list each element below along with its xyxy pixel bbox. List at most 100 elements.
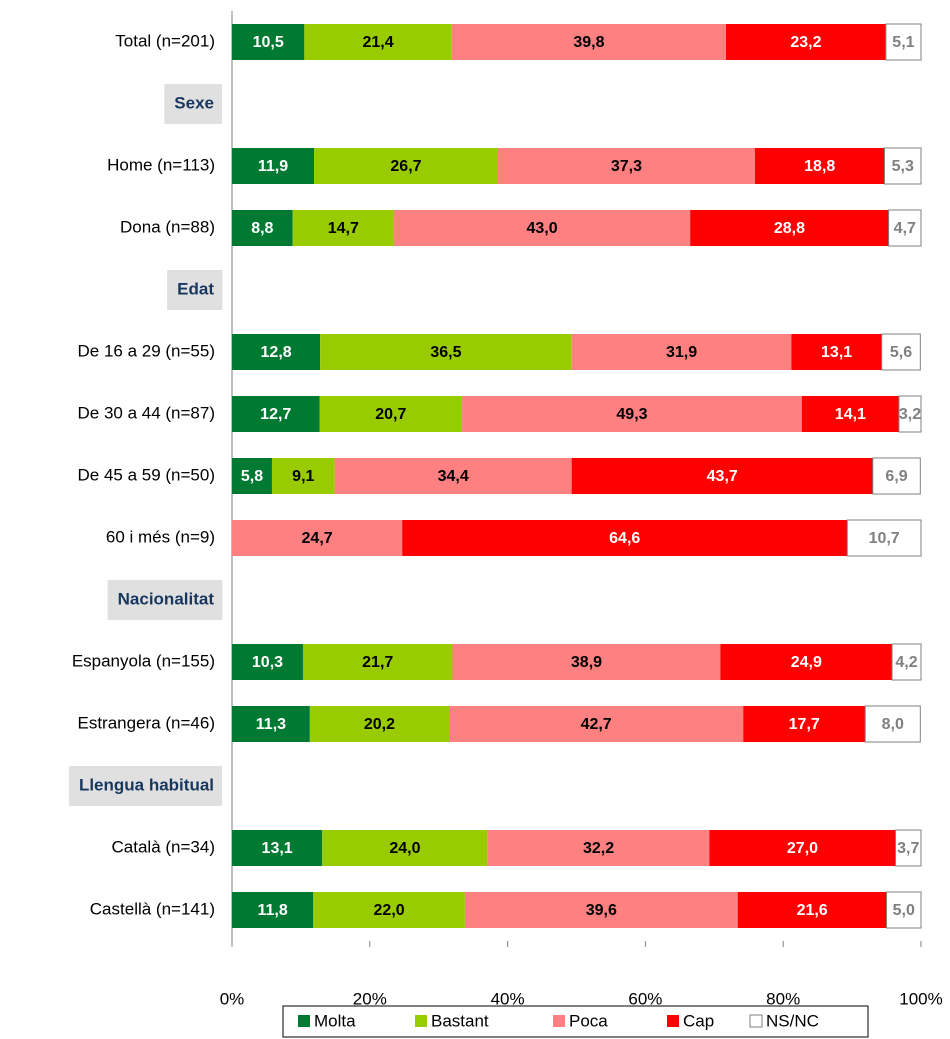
x-tick-label: 40%	[491, 989, 525, 1008]
bar-segment	[801, 396, 899, 432]
category-label: Estrangera (n=46)	[78, 713, 216, 732]
value-label: 14,1	[835, 406, 866, 423]
value-label: 4,2	[895, 654, 917, 671]
value-label: 3,7	[897, 840, 919, 857]
value-label: 28,8	[774, 220, 805, 237]
value-label: 12,7	[260, 406, 291, 423]
value-label: 8,8	[251, 220, 273, 237]
section-header-bg	[107, 580, 223, 620]
section-header-bg	[68, 766, 222, 806]
legend-swatch	[415, 1015, 427, 1027]
bar-segment	[891, 643, 922, 681]
bar-segment	[309, 706, 450, 742]
section-header: Llengua habitual	[68, 766, 222, 806]
value-label: 21,7	[362, 654, 393, 671]
value-label: 10,7	[869, 530, 900, 547]
value-label: 12,8	[261, 344, 292, 361]
value-label: 5,6	[890, 344, 912, 361]
category-label: Castellà (n=141)	[90, 899, 215, 918]
value-label: 13,1	[821, 344, 852, 361]
value-label: 11,3	[256, 716, 286, 733]
bar-segment	[232, 706, 310, 742]
value-label: 5,8	[241, 468, 263, 485]
category-label: Català (n=34)	[112, 837, 215, 856]
bar-segment	[313, 892, 465, 928]
value-label: 10,5	[253, 34, 284, 51]
section-header: Nacionalitat	[107, 580, 223, 620]
bar-segment	[885, 23, 922, 61]
bar-segment	[452, 644, 721, 680]
legend-label: Cap	[683, 1011, 714, 1030]
section-header-label: Edat	[177, 279, 214, 298]
value-label: 5,1	[892, 34, 914, 51]
bar-segment	[313, 148, 498, 184]
value-label: 24,0	[389, 840, 420, 857]
bar-segment	[319, 396, 463, 432]
bar-segment	[571, 458, 873, 494]
bar-segment	[571, 334, 792, 370]
category-label: Home (n=113)	[107, 155, 215, 174]
section-header-bg	[167, 270, 223, 310]
x-tick-label: 0%	[220, 989, 245, 1008]
value-label: 4,7	[894, 220, 916, 237]
value-label: 14,7	[328, 220, 359, 237]
section-header: Edat	[167, 270, 223, 310]
value-label: 5,3	[892, 158, 914, 175]
bar-segment	[888, 209, 922, 247]
bar-segment	[709, 830, 896, 866]
value-label: 42,7	[581, 716, 612, 733]
value-label: 39,6	[586, 902, 617, 919]
value-label: 49,3	[616, 406, 647, 423]
value-label: 9,1	[292, 468, 314, 485]
category-label: Total (n=201)	[115, 31, 215, 50]
value-label: 10,3	[252, 654, 283, 671]
bar-segment	[451, 24, 727, 60]
value-label: 21,6	[797, 902, 828, 919]
category-label: Dona (n=88)	[120, 217, 215, 236]
value-label: 26,7	[390, 158, 421, 175]
value-label: 6,9	[885, 468, 907, 485]
value-label: 17,7	[789, 716, 820, 733]
bar-segment	[232, 830, 323, 866]
bar-segment	[232, 210, 293, 246]
value-label: 20,7	[375, 406, 406, 423]
bar-segment	[726, 24, 886, 60]
value-label: 39,8	[573, 34, 604, 51]
bar-segment	[232, 458, 272, 494]
bar-segment	[271, 458, 335, 494]
bar-segment	[743, 706, 866, 742]
bar-segment	[322, 830, 488, 866]
value-label: 38,9	[571, 654, 602, 671]
bar-segment	[720, 644, 893, 680]
category-label: De 16 a 29 (n=55)	[77, 341, 215, 360]
value-label: 34,4	[438, 468, 469, 485]
value-label: 3,2	[899, 406, 921, 423]
value-label: 23,2	[790, 34, 821, 51]
bar-segment	[872, 457, 921, 495]
bar-segment	[487, 830, 710, 866]
category-label: 60 i més (n=9)	[106, 527, 215, 546]
value-label: 27,0	[787, 840, 818, 857]
value-label: 5,0	[893, 902, 915, 919]
section-header-label: Sexe	[174, 93, 214, 112]
value-label: 18,8	[804, 158, 835, 175]
x-tick-label: 20%	[353, 989, 387, 1008]
value-label: 11,8	[258, 902, 288, 919]
bar-segment	[898, 395, 922, 433]
bar-segment	[320, 334, 572, 370]
bar-segment	[462, 396, 802, 432]
section-header: Sexe	[164, 84, 222, 124]
value-label: 22,0	[374, 902, 405, 919]
bar-segment	[232, 334, 321, 370]
value-label: 31,9	[666, 344, 697, 361]
value-label: 8,0	[882, 716, 904, 733]
value-label: 37,3	[611, 158, 642, 175]
value-label: 64,6	[609, 530, 640, 547]
bar-segment	[232, 520, 403, 556]
x-tick-label: 100%	[899, 989, 942, 1008]
value-label: 13,1	[262, 840, 293, 857]
value-label: 43,7	[707, 468, 738, 485]
section-header-label: Llengua habitual	[79, 775, 214, 794]
legend: Molta Bastant Poca Cap NS/NC	[282, 1005, 869, 1038]
bar-segment	[881, 333, 921, 371]
